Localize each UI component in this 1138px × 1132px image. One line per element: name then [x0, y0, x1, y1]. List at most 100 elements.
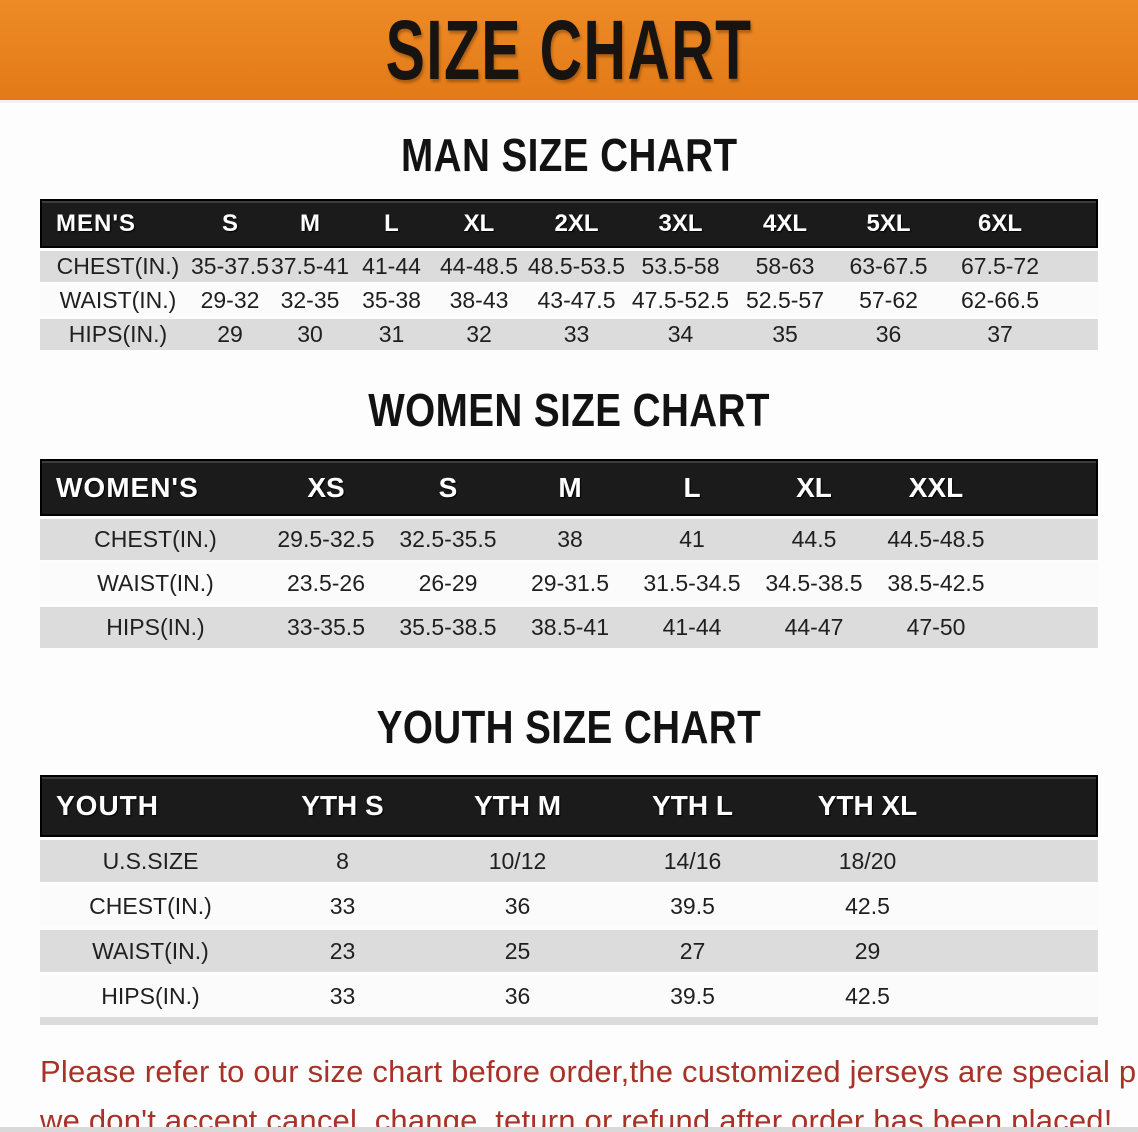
row-label-cell: CHEST(IN.)	[89, 892, 212, 919]
value-cell: 41	[679, 526, 705, 552]
man-section-heading: MAN SIZE CHART	[0, 103, 1138, 178]
size-header-cell: XS	[307, 471, 345, 503]
value-cell: 34.5-38.5	[765, 570, 863, 596]
men-size-table: MEN'S S M L XL 2XL 3XL 4XL 5XL 6XL CHEST(IN.) 35-37…	[40, 199, 1098, 350]
value-cell: 36	[504, 892, 531, 919]
size-header-cell: M	[300, 209, 320, 237]
size-header-cell: YTH XL	[817, 790, 918, 821]
size-header-cell: L	[683, 471, 701, 503]
value-cell: 29-31.5	[530, 570, 609, 596]
size-header-cell: YTH S	[301, 790, 384, 821]
value-cell: 33	[563, 321, 590, 347]
value-cell: 42.5	[845, 892, 890, 919]
size-header-cell: 5XL	[866, 209, 911, 237]
row-label-cell: WAIST(IN.)	[59, 287, 177, 313]
value-cell: 32-35	[280, 287, 340, 313]
value-cell: 57-62	[859, 287, 918, 313]
value-cell: 36	[504, 982, 531, 1009]
value-cell: 62-66.5	[960, 287, 1039, 313]
value-cell: 35	[772, 321, 798, 347]
value-cell: 23	[329, 937, 356, 964]
table-row: WAIST(IN.) 23 25 27 29	[40, 930, 1098, 972]
size-header-cell: XXL	[908, 471, 964, 503]
size-header-cell: L	[384, 209, 399, 237]
size-header-cell: M	[558, 471, 582, 503]
value-cell: 34	[667, 321, 694, 347]
order-notice: Please refer to our size chart before or…	[0, 1025, 1138, 1132]
bottom-edge-divider	[0, 1127, 1138, 1132]
row-label-cell: U.S.SIZE	[102, 847, 199, 874]
row-label-cell: HIPS(IN.)	[106, 614, 205, 640]
table-row: CHEST(IN.) 33 36 39.5 42.5	[40, 885, 1098, 927]
size-header-cell: S	[221, 209, 238, 237]
value-cell: 23.5-26	[286, 570, 365, 596]
size-header-cell: S	[438, 471, 458, 503]
value-cell: 36	[875, 321, 902, 347]
table-title-cell: YOUTH	[56, 790, 159, 821]
value-cell: 43-47.5	[537, 287, 616, 313]
value-cell: 38	[557, 526, 583, 552]
table-header-row: MEN'S S M L XL 2XL 3XL 4XL 5XL 6XL	[40, 199, 1098, 248]
banner-title: SIZE CHART	[385, 3, 753, 97]
table-row: CHEST(IN.) 35-37.5 37.5-41 41-44 44-48.5 48.5…	[40, 251, 1098, 282]
table-title-cell: MEN'S	[56, 209, 137, 237]
value-cell: 35-38	[362, 287, 421, 313]
value-cell: 14/16	[663, 847, 722, 874]
value-cell: 29-32	[200, 287, 260, 313]
size-header-cell: 4XL	[762, 209, 807, 237]
value-cell: 41-44	[362, 253, 421, 279]
value-cell: 25	[504, 937, 531, 964]
value-cell: 29.5-32.5	[277, 526, 375, 552]
table-header-row: YOUTH YTH S YTH M YTH L YTH XL	[40, 775, 1098, 837]
value-cell: 47-50	[906, 614, 966, 640]
value-cell: 63-67.5	[849, 253, 928, 279]
value-cell: 27	[679, 937, 706, 964]
row-label-cell: WAIST(IN.)	[97, 570, 214, 596]
women-section-heading: WOMEN SIZE CHART	[0, 350, 1138, 433]
table-row: CHEST(IN.) 29.5-32.5 32.5-35.5 38 41 44.5 44.5…	[40, 519, 1098, 560]
youth-section-heading-text: YOUTH SIZE CHART	[376, 701, 762, 753]
value-cell: 33	[329, 892, 356, 919]
women-section-heading-text: WOMEN SIZE CHART	[368, 384, 770, 436]
value-cell: 8	[336, 847, 349, 874]
table-row: HIPS(IN.) 33-35.5 35.5-38.5 38.5-41 41-44 44-…	[40, 607, 1098, 648]
size-header-cell: XL	[796, 471, 832, 503]
table-row: WAIST(IN.) 29-32 32-35 35-38 38-43 43-47.5 47.…	[40, 285, 1098, 316]
value-cell: 41-44	[662, 614, 722, 640]
value-cell: 33	[329, 982, 356, 1009]
value-cell: 35-37.5	[190, 253, 269, 279]
value-cell: 44-48.5	[439, 253, 518, 279]
value-cell: 18/20	[838, 847, 897, 874]
value-cell: 31	[378, 321, 405, 347]
value-cell: 26-29	[418, 570, 478, 596]
women-size-table: WOMEN'S XS S M L XL XXL CHEST(IN.) 29.5-32.5 32.5…	[40, 459, 1098, 648]
value-cell: 29	[217, 321, 243, 347]
value-cell: 44-47	[784, 614, 844, 640]
value-cell: 53.5-58	[641, 253, 720, 279]
value-cell: 37	[987, 321, 1013, 347]
size-header-cell: XL	[463, 209, 495, 237]
banner: SIZE CHART	[0, 0, 1138, 103]
table-header-row: WOMEN'S XS S M L XL XXL	[40, 459, 1098, 516]
value-cell: 38.5-42.5	[887, 570, 985, 596]
row-label-cell: CHEST(IN.)	[56, 253, 180, 279]
value-cell: 47.5-52.5	[631, 287, 730, 313]
table-row: U.S.SIZE 8 10/12 14/16 18/20	[40, 840, 1098, 882]
table-title-cell: WOMEN'S	[56, 471, 199, 503]
value-cell: 37.5-41	[270, 253, 349, 279]
size-header-cell: 3XL	[658, 209, 703, 237]
man-section-heading-text: MAN SIZE CHART	[400, 129, 738, 181]
size-header-cell: 6XL	[977, 209, 1022, 237]
row-label-cell: HIPS(IN.)	[101, 982, 200, 1009]
row-label-cell: CHEST(IN.)	[94, 526, 217, 552]
notice-line-1: Please refer to our size chart before or…	[40, 1054, 1138, 1089]
value-cell: 44.5-48.5	[887, 526, 985, 552]
value-cell: 44.5	[791, 526, 837, 552]
value-cell: 29	[854, 937, 881, 964]
value-cell: 58-63	[755, 253, 815, 279]
value-cell: 32.5-35.5	[399, 526, 497, 552]
row-label-cell: HIPS(IN.)	[68, 321, 168, 347]
value-cell: 39.5	[670, 892, 715, 919]
size-header-cell: YTH M	[473, 790, 562, 821]
